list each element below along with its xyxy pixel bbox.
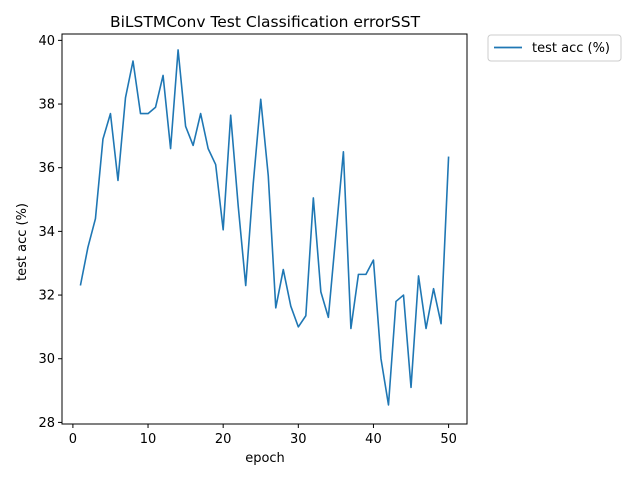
plot-area xyxy=(79,49,450,406)
x-tick-label: 20 xyxy=(215,432,232,447)
legend-label: test acc (%) xyxy=(532,41,610,56)
x-tick-label: 30 xyxy=(290,432,307,447)
y-tick-label: 28 xyxy=(38,416,55,431)
y-tick-label: 40 xyxy=(38,34,55,49)
y-tick-label: 32 xyxy=(38,289,55,304)
legend-box xyxy=(487,34,622,62)
x-axis-label: epoch xyxy=(245,451,285,466)
y-tick-label: 30 xyxy=(38,352,55,367)
legend: test acc (%) xyxy=(487,34,622,62)
chart-title: BiLSTMConv Test Classification errorSST xyxy=(110,13,421,31)
x-tick-label: 10 xyxy=(140,432,157,447)
y-axis-label: test acc (%) xyxy=(15,203,30,281)
y-tick-label: 34 xyxy=(38,225,55,240)
x-tick-label: 0 xyxy=(69,432,77,447)
x-tick-label: 50 xyxy=(440,432,457,447)
series-line-0 xyxy=(79,49,450,406)
x-tick-label: 40 xyxy=(365,432,382,447)
plot-frame xyxy=(61,33,468,425)
axes: 0 10 20 30 40 50 28 30 32 34 36 38 40 xyxy=(38,33,468,447)
y-tick-label: 38 xyxy=(38,98,55,113)
y-tick-label: 36 xyxy=(38,161,55,176)
